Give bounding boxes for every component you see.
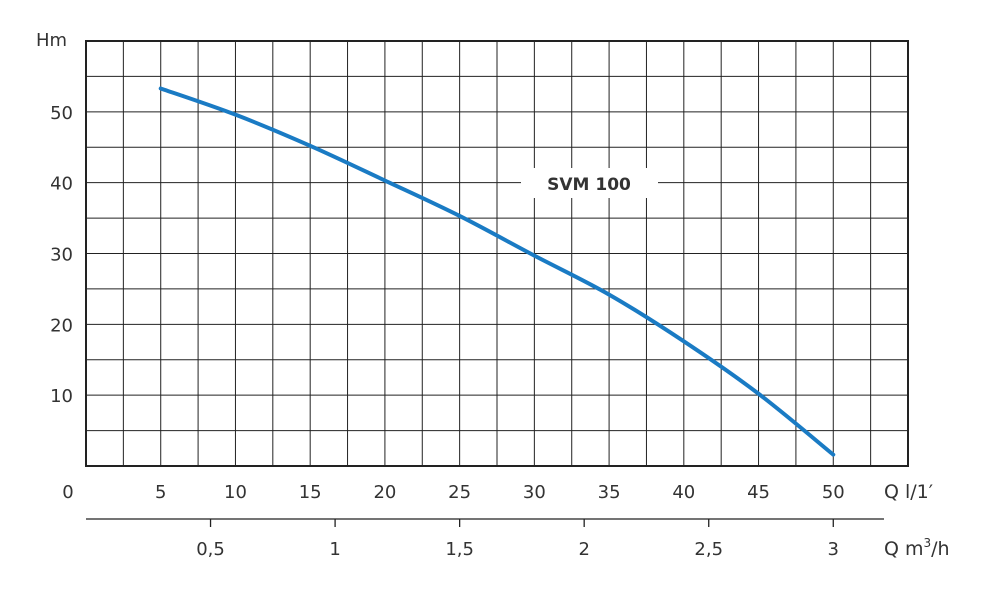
x-tick-labels: 0 5 10 15 20 25 30 35 40 45 50 — [62, 482, 844, 503]
x-tick-label: 35 — [598, 482, 621, 503]
y-tick-labels: 10 20 30 40 50 — [50, 103, 73, 407]
secondary-x-tick-label: 1,5 — [445, 539, 474, 560]
plot-frame — [85, 40, 909, 467]
secondary-x-tick-label: 2,5 — [694, 539, 723, 560]
secondary-x-axis-label: Q m3/h — [884, 536, 950, 560]
x-tick-label: 20 — [373, 482, 396, 503]
x-tick-label: 50 — [822, 482, 845, 503]
secondary-x-tick-label: 2 — [578, 539, 589, 560]
y-tick-label: 40 — [50, 174, 73, 195]
x-tick-label: 40 — [672, 482, 695, 503]
x-tick-label: 10 — [224, 482, 247, 503]
y-tick-label: 50 — [50, 103, 73, 124]
secondary-x-tick-label: 0,5 — [196, 539, 225, 560]
secondary-x-ticks: 0,5 1 1,5 2 2,5 3 — [196, 519, 839, 560]
x-tick-label: 30 — [523, 482, 546, 503]
secondary-x-tick-label: 1 — [329, 539, 340, 560]
x-tick-label: 0 — [62, 482, 73, 503]
y-tick-label: 30 — [50, 245, 73, 266]
secondary-x-tick-label: 3 — [828, 539, 839, 560]
series-label-background — [521, 168, 658, 198]
x-tick-label: 5 — [155, 482, 166, 503]
y-axis-label: Hm — [36, 30, 67, 51]
y-tick-label: 20 — [50, 315, 73, 336]
x-tick-label: 25 — [448, 482, 471, 503]
x-tick-label: 45 — [747, 482, 770, 503]
grid — [86, 41, 908, 466]
x-tick-label: 15 — [299, 482, 322, 503]
series-label: SVM 100 — [547, 175, 631, 195]
x-axis-label: Q l/1′ — [884, 481, 933, 503]
y-tick-label: 10 — [50, 386, 73, 407]
series-line-svm-100 — [158, 86, 836, 457]
